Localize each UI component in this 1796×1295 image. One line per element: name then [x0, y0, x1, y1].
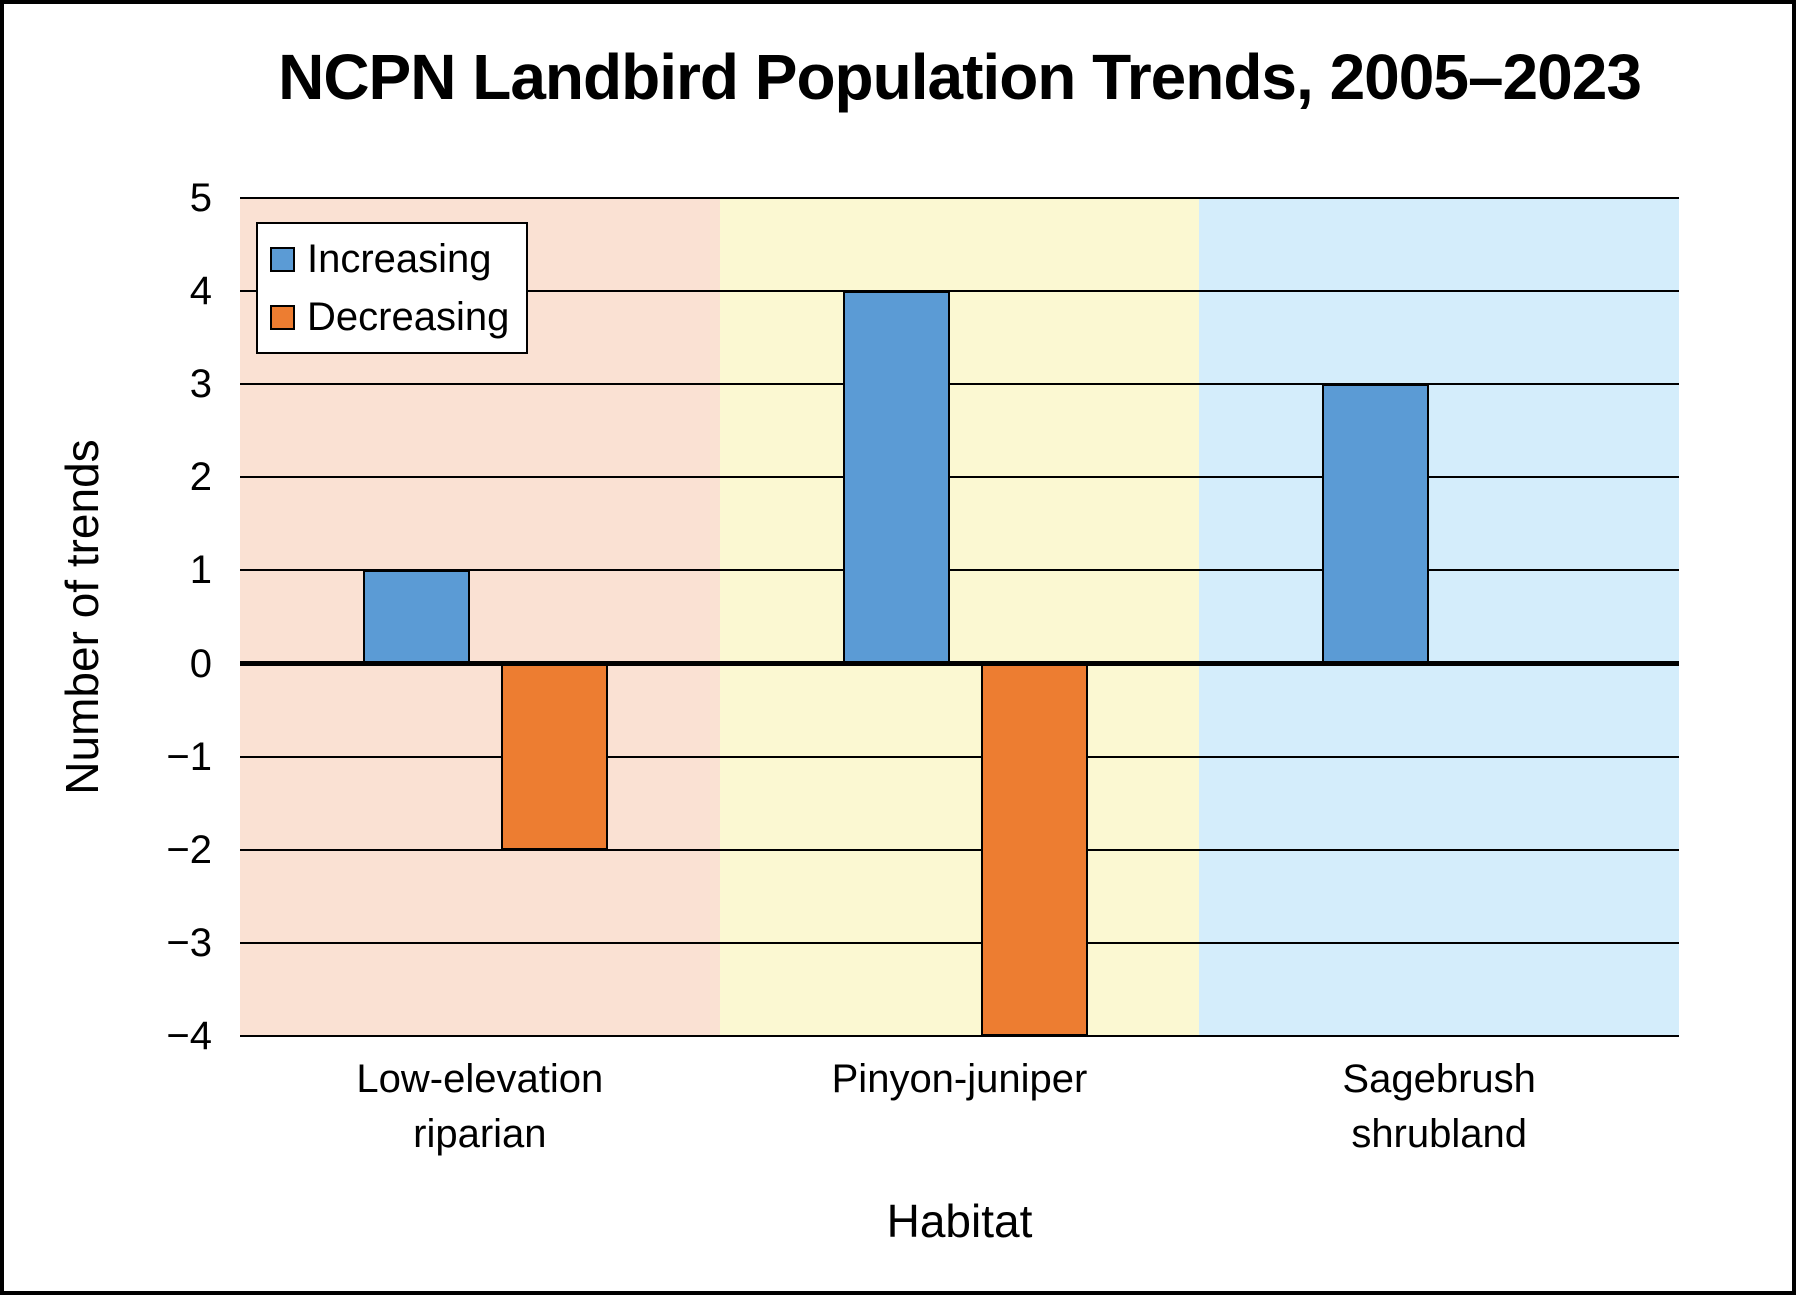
y-tick-label: 3 — [189, 362, 212, 407]
x-category-label-line: riparian — [413, 1112, 547, 1156]
y-tick-label: 2 — [189, 455, 212, 500]
y-tick-label: −3 — [166, 920, 212, 965]
gridline — [240, 476, 1679, 478]
x-category-label: Sagebrush shrubland — [1199, 1052, 1679, 1162]
gridline — [240, 197, 1679, 199]
habitat-band — [719, 198, 1200, 1036]
x-category-label-line: Sagebrush — [1342, 1057, 1536, 1101]
x-category-label-line: Low-elevation — [356, 1057, 604, 1101]
chart-title: NCPN Landbird Population Trends, 2005–20… — [278, 41, 1642, 113]
habitat-band — [1199, 198, 1679, 1036]
increasing-swatch — [270, 246, 295, 272]
legend-item-decreasing: Decreasing — [270, 294, 514, 340]
y-tick-label: −1 — [166, 734, 212, 779]
zero-axis-line — [240, 661, 1679, 667]
y-tick-label: 4 — [189, 269, 212, 314]
y-tick-label: 0 — [189, 641, 212, 686]
gridline — [240, 383, 1679, 385]
y-tick-label: 1 — [189, 548, 212, 593]
bar-decreasing-0 — [501, 663, 608, 850]
x-category-label-line: Pinyon-juniper — [831, 1057, 1088, 1101]
y-tick-label: 5 — [189, 176, 212, 220]
gridline — [240, 1035, 1679, 1037]
legend: Increasing Decreasing — [256, 222, 528, 354]
x-category-label-line: shrubland — [1351, 1112, 1527, 1156]
gridline — [240, 849, 1679, 851]
decreasing-swatch — [270, 304, 295, 330]
bar-increasing-1 — [842, 291, 950, 664]
bar-increasing-0 — [363, 570, 470, 664]
x-category-label: Pinyon-juniper — [720, 1052, 1200, 1107]
legend-item-increasing: Increasing — [270, 236, 514, 282]
legend-label: Decreasing — [307, 295, 510, 339]
y-tick-label: −2 — [166, 827, 212, 872]
bar-increasing-2 — [1322, 384, 1430, 664]
legend-label: Increasing — [307, 237, 492, 281]
x-axis-title: Habitat — [886, 1195, 1033, 1247]
gridline — [240, 569, 1679, 571]
bar-decreasing-1 — [980, 663, 1088, 1036]
gridline — [240, 290, 1679, 292]
x-category-label: Low-elevation riparian — [240, 1052, 720, 1162]
gridline — [240, 942, 1679, 944]
gridline — [240, 756, 1679, 758]
y-tick-label: −4 — [166, 1014, 212, 1058]
